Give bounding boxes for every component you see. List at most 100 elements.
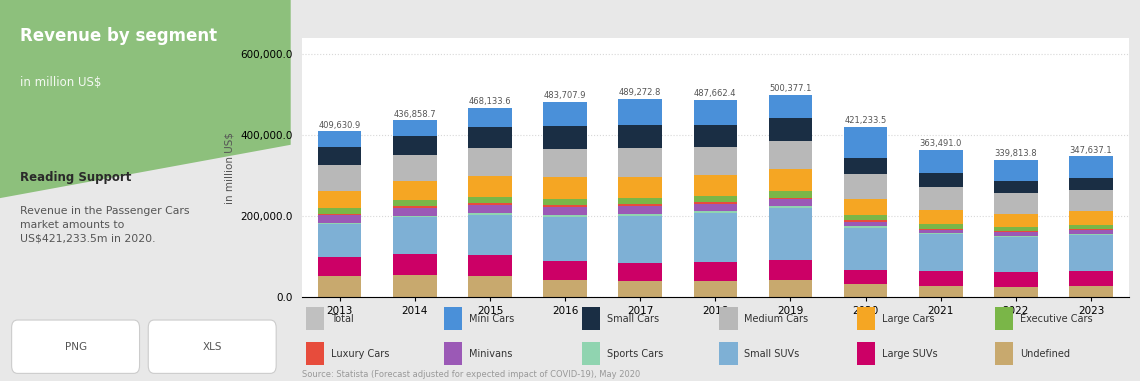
Bar [693,125,738,147]
Text: Revenue in the Passenger Cars
market amounts to
US$421,233.5m in 2020.: Revenue in the Passenger Cars market amo… [21,206,190,244]
Bar [393,254,437,275]
Bar [768,206,813,208]
Text: 487,662.4: 487,662.4 [694,90,736,98]
Bar [844,126,887,158]
Text: Small SUVs: Small SUVs [744,349,799,359]
Text: Source: Statista (Forecast adjusted for expected impact of COVID-19), May 2020: Source: Statista (Forecast adjusted for … [302,370,641,379]
Bar [719,342,738,365]
Bar [919,229,962,230]
Bar [307,342,325,365]
Bar [994,287,1037,297]
Bar [844,226,887,227]
Bar [994,237,1037,272]
Bar [618,281,662,297]
Bar [693,196,738,202]
Bar [844,221,887,222]
Text: 409,630.9: 409,630.9 [318,121,360,130]
Bar [544,126,587,149]
Bar [469,213,512,215]
Text: Medium Cars: Medium Cars [744,314,808,323]
Bar [318,223,361,224]
Bar [994,272,1037,287]
Text: Revenue by segment: Revenue by segment [21,27,218,45]
Bar [618,263,662,281]
Bar [318,208,361,214]
Bar [994,193,1037,214]
Bar [393,275,437,297]
Bar [1069,190,1113,211]
Bar [768,94,813,118]
Bar [307,307,325,330]
Text: PNG: PNG [65,342,87,352]
Bar [544,102,587,126]
Text: Total: Total [331,314,353,323]
Bar [318,215,361,223]
Bar [1069,234,1113,235]
Bar [544,207,587,215]
Bar [994,227,1037,231]
Bar [544,149,587,177]
Text: Large SUVs: Large SUVs [882,349,938,359]
Bar [618,176,662,198]
Bar [693,202,738,204]
Text: 347,637.1: 347,637.1 [1069,146,1113,155]
Bar [618,206,662,214]
Bar [393,216,437,218]
Bar [857,342,876,365]
Text: Large Cars: Large Cars [882,314,935,323]
Bar [581,307,600,330]
Bar [995,307,1013,330]
Bar [768,198,813,199]
Bar [693,213,738,262]
Bar [844,270,887,284]
Bar [469,197,512,203]
Text: Minivans: Minivans [469,349,512,359]
Text: Luxury Cars: Luxury Cars [331,349,390,359]
Bar [618,148,662,176]
Bar [1069,229,1113,231]
Bar [693,262,738,281]
FancyBboxPatch shape [11,320,139,373]
Bar [469,126,512,149]
Text: Sports Cars: Sports Cars [606,349,662,359]
Bar [994,181,1037,193]
Bar [393,120,437,136]
Bar [618,214,662,216]
Bar [919,210,962,224]
Bar [393,136,437,155]
Text: in million US$: in million US$ [21,76,101,89]
Bar [618,198,662,205]
Bar [844,158,887,174]
Bar [693,175,738,196]
Bar [919,234,962,271]
Bar [768,208,813,260]
Bar [1069,235,1113,271]
Bar [919,224,962,229]
Bar [719,307,738,330]
Bar [693,204,738,211]
Bar [618,99,662,125]
Bar [544,261,587,280]
Bar [768,191,813,198]
Bar [995,342,1013,365]
Bar [693,147,738,175]
Bar [318,147,361,165]
Bar [318,257,361,276]
Bar [844,174,887,199]
Text: 489,272.8: 489,272.8 [619,88,661,98]
Bar [768,169,813,191]
Bar [393,208,437,216]
Bar [393,181,437,200]
Bar [469,205,512,213]
Bar [1069,225,1113,229]
Bar [544,177,587,199]
Bar [857,307,876,330]
Bar [544,280,587,297]
Bar [443,307,462,330]
Bar [693,211,738,213]
Bar [693,100,738,125]
Bar [994,232,1037,236]
Bar [844,222,887,226]
Bar [1069,231,1113,234]
Bar [768,118,813,141]
